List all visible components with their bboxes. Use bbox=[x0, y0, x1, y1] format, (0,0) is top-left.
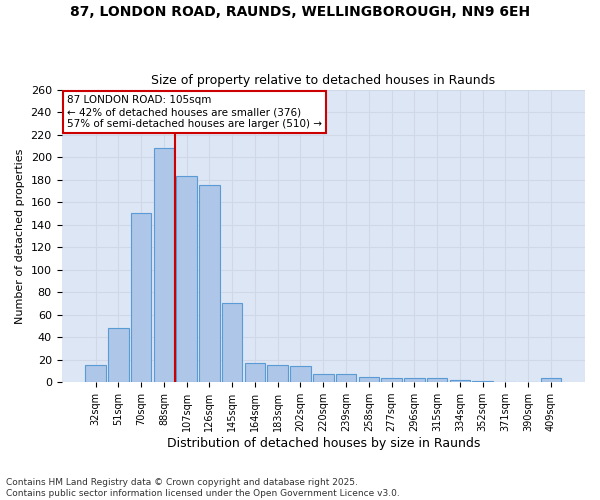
Title: Size of property relative to detached houses in Raunds: Size of property relative to detached ho… bbox=[151, 74, 496, 87]
Y-axis label: Number of detached properties: Number of detached properties bbox=[15, 148, 25, 324]
Bar bbox=[541, 378, 561, 382]
Text: Contains HM Land Registry data © Crown copyright and database right 2025.
Contai: Contains HM Land Registry data © Crown c… bbox=[6, 478, 400, 498]
Bar bbox=[472, 381, 493, 382]
Bar bbox=[268, 366, 288, 382]
Bar bbox=[199, 185, 220, 382]
Bar bbox=[336, 374, 356, 382]
X-axis label: Distribution of detached houses by size in Raunds: Distribution of detached houses by size … bbox=[167, 437, 480, 450]
Bar bbox=[131, 214, 151, 382]
Bar bbox=[449, 380, 470, 382]
Bar bbox=[154, 148, 174, 382]
Text: 87 LONDON ROAD: 105sqm
← 42% of detached houses are smaller (376)
57% of semi-de: 87 LONDON ROAD: 105sqm ← 42% of detached… bbox=[67, 96, 322, 128]
Bar bbox=[290, 366, 311, 382]
Bar bbox=[313, 374, 334, 382]
Bar bbox=[427, 378, 448, 382]
Bar bbox=[176, 176, 197, 382]
Bar bbox=[222, 304, 242, 382]
Bar bbox=[359, 376, 379, 382]
Bar bbox=[245, 363, 265, 382]
Bar bbox=[108, 328, 128, 382]
Text: 87, LONDON ROAD, RAUNDS, WELLINGBOROUGH, NN9 6EH: 87, LONDON ROAD, RAUNDS, WELLINGBOROUGH,… bbox=[70, 5, 530, 19]
Bar bbox=[382, 378, 402, 382]
Bar bbox=[404, 378, 425, 382]
Bar bbox=[85, 366, 106, 382]
